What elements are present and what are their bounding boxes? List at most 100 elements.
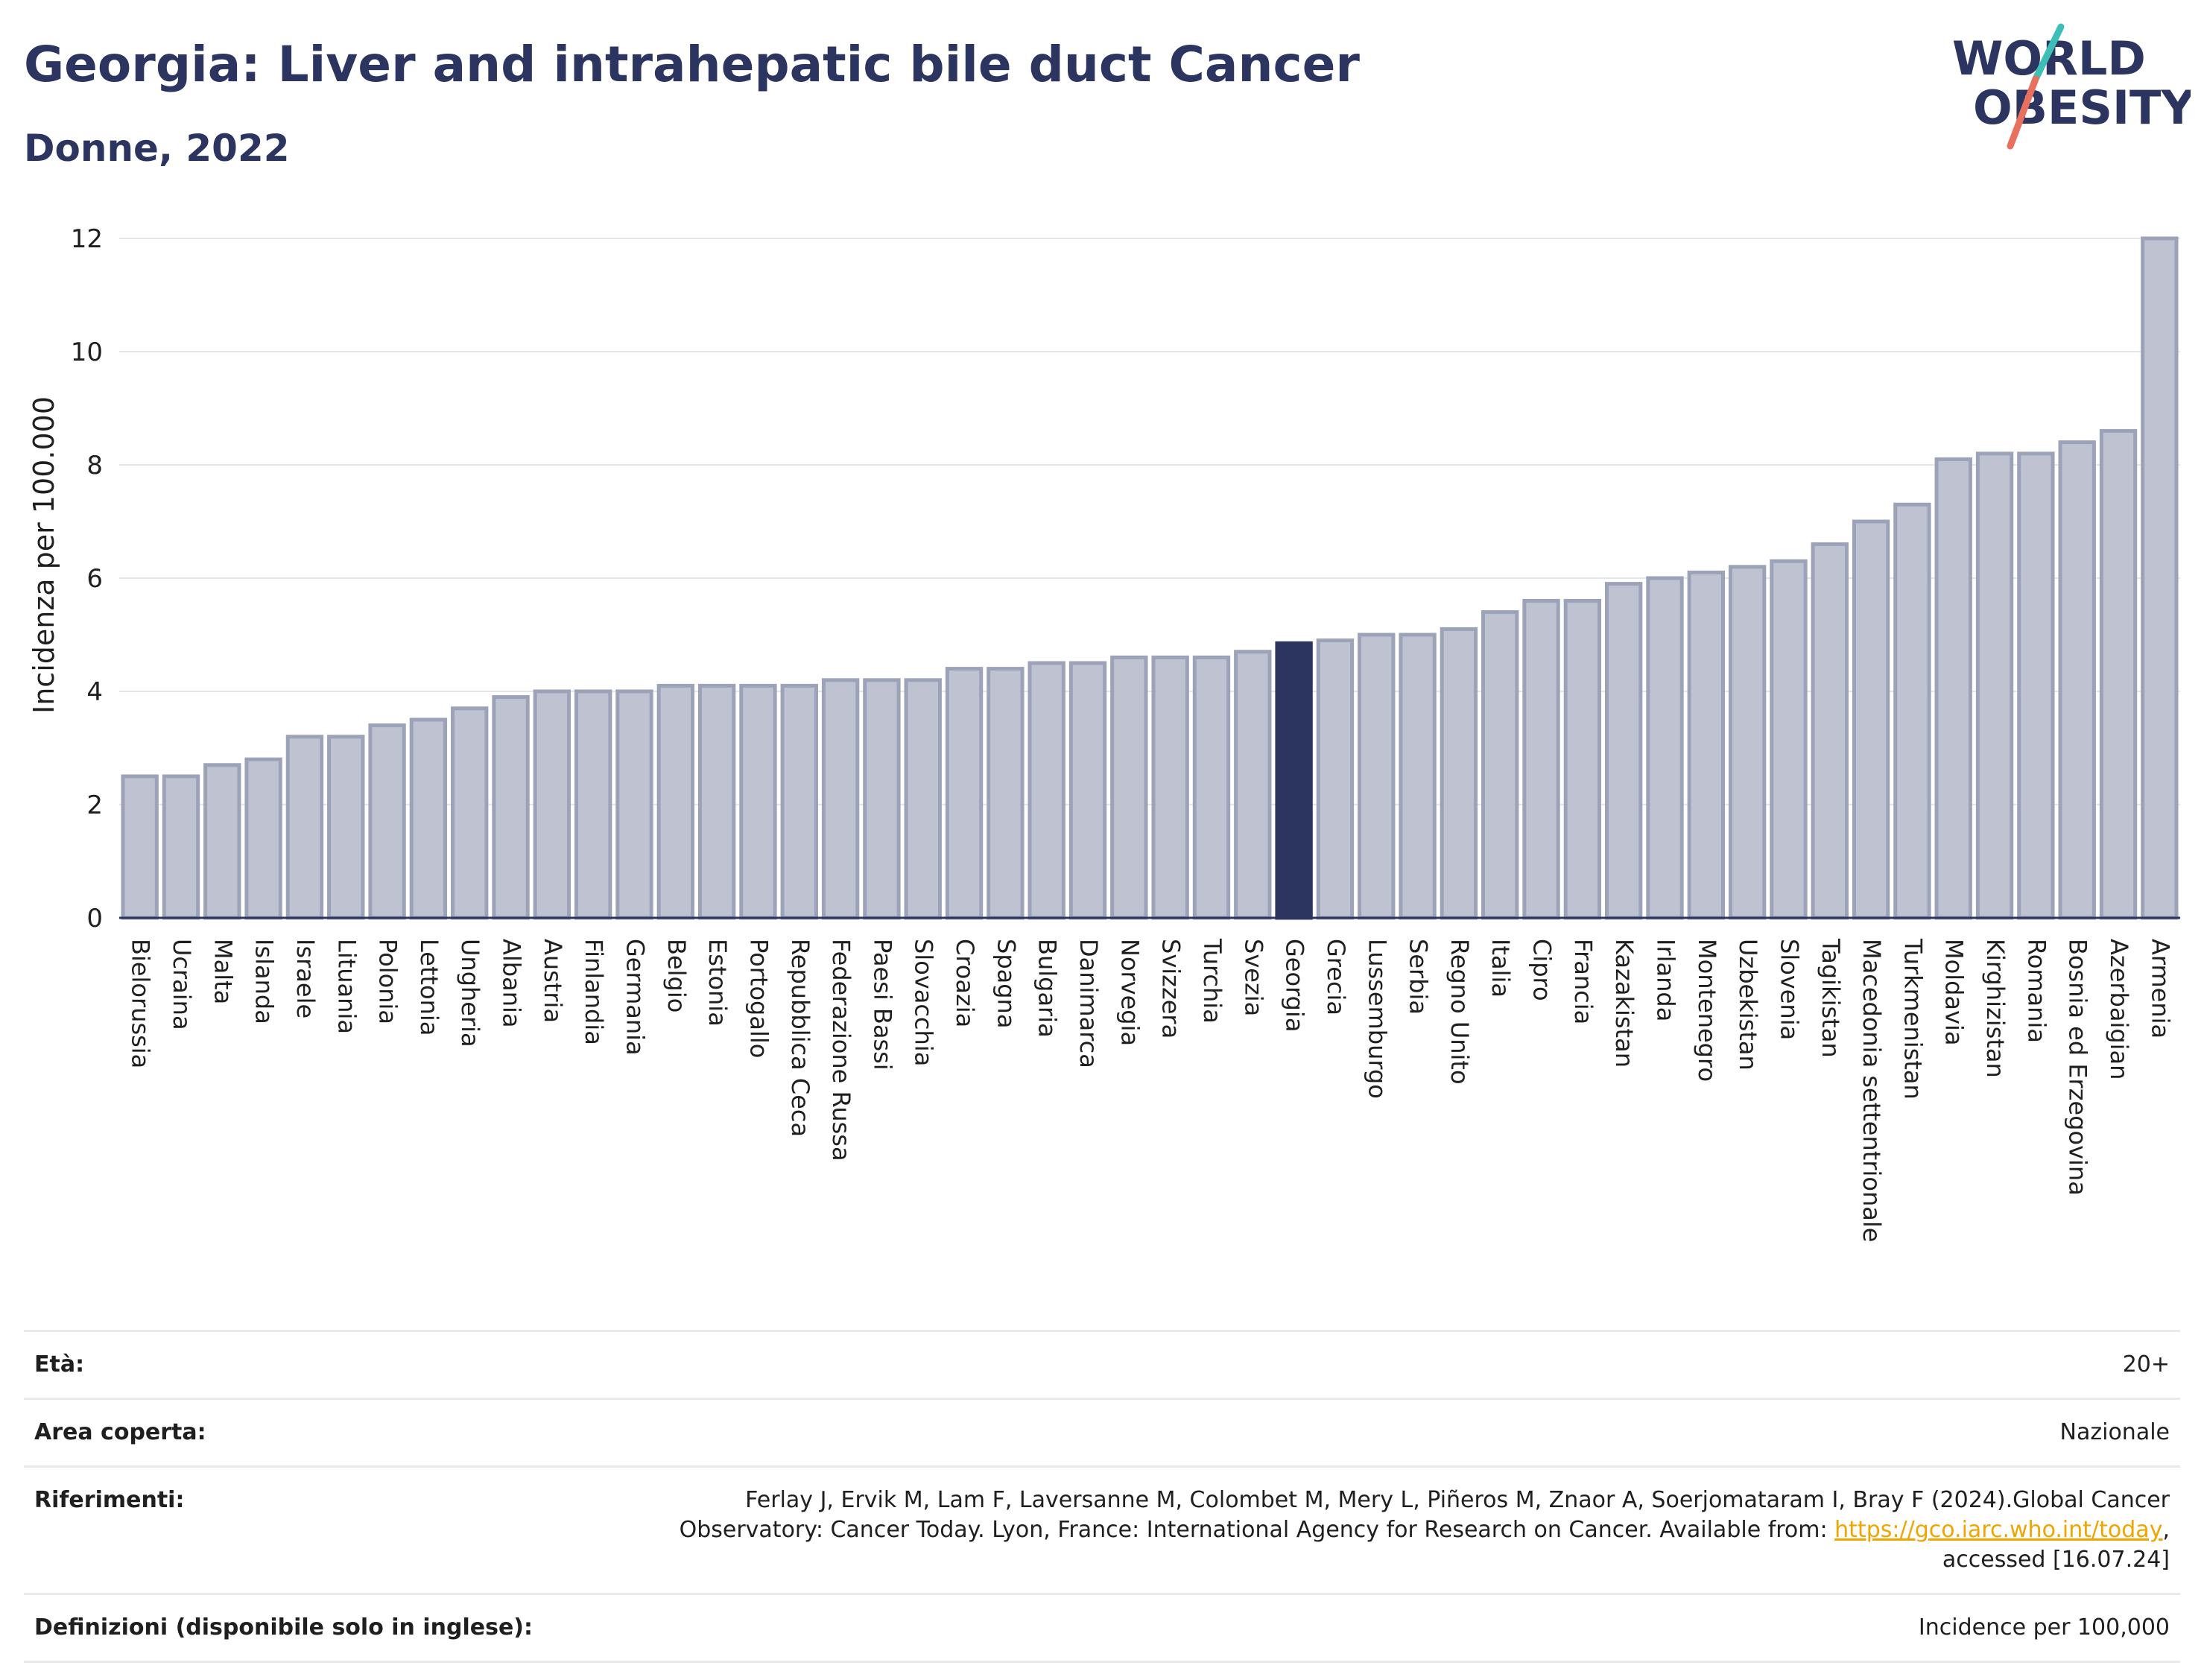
x-tick-label: Uzbekistan	[1734, 939, 1762, 1071]
x-tick-label: Svizzera	[1157, 939, 1185, 1039]
bar-svizzera	[1151, 655, 1189, 920]
bar-chart: 0 2 4 6 8 10 12 Bielorussia Ucraina Malta Islanda…	[28, 224, 2180, 1242]
meta-row-references: Riferimenti: Ferlay J, Ervik M, Lam F, L…	[24, 1465, 2180, 1593]
x-tick-label: Finlandia	[580, 939, 608, 1045]
x-tick-label: Belgio	[662, 939, 691, 1012]
logo-slash-teal	[2032, 23, 2065, 83]
metadata-table: Età: 20+ Area coperta: Nazionale Riferim…	[24, 1330, 2180, 1663]
bar-moldavia	[1934, 457, 1972, 920]
x-tick-label: Norvegia	[1115, 939, 1144, 1046]
x-tick-label: Romania	[2022, 939, 2051, 1043]
x-tick-label: Svezia	[1239, 939, 1267, 1016]
bar-paesi-bassi	[863, 678, 901, 920]
bar-polonia	[368, 723, 406, 920]
bar-bielorussia	[121, 774, 159, 920]
bar-romania	[2017, 451, 2055, 920]
bar-tagikistan	[1811, 542, 1849, 920]
x-tick-label: Armenia	[2146, 939, 2174, 1039]
x-tick-label: Montenegro	[1693, 939, 1721, 1082]
x-tick-label: Francia	[1569, 939, 1597, 1024]
x-tick-label: Cipro	[1528, 939, 1557, 1001]
bar-federazione-russa	[821, 678, 860, 920]
x-tick-label: Lituania	[332, 939, 361, 1034]
x-tick-label: Albania	[498, 939, 526, 1027]
bar-lituania	[327, 735, 365, 920]
y-tick-label: 12	[71, 224, 103, 254]
bar-bosnia-ed-erzegovina	[2058, 440, 2096, 920]
meta-row-area: Area coperta: Nazionale	[24, 1398, 2180, 1465]
bar-finlandia	[574, 689, 612, 920]
world-obesity-logo: WORLD OBESITY	[1952, 23, 2191, 150]
bar-azerbaigian	[2099, 428, 2138, 920]
y-tick-label: 0	[86, 904, 103, 933]
x-tick-label: Azerbaigian	[2105, 939, 2133, 1080]
bar-islanda	[244, 757, 282, 920]
references-link[interactable]: https://gco.iarc.who.int/today	[1834, 1517, 2163, 1543]
x-tick-label: Bosnia ed Erzegovina	[2064, 939, 2092, 1196]
bar-israele	[285, 735, 324, 920]
x-tick-label: Kazakistan	[1610, 939, 1638, 1068]
bar-danimarca	[1068, 661, 1107, 920]
references-text: Ferlay J, Ervik M, Lam F, Laversanne M, …	[679, 1487, 2170, 1543]
y-tick-label: 4	[86, 677, 103, 707]
x-tick-label: Slovenia	[1775, 939, 1803, 1040]
meta-row-age: Età: 20+	[24, 1330, 2180, 1398]
x-tick-labels: Bielorussia Ucraina Malta Islanda Israele Lit…	[127, 938, 2175, 1242]
meta-row-definitions: Definizioni (disponibile solo in inglese…	[24, 1593, 2180, 1663]
bar-bulgaria	[1027, 661, 1065, 920]
bar-turchia	[1192, 655, 1231, 920]
bar-armenia	[2141, 236, 2179, 920]
chart-title: Georgia: Liver and intrahepatic bile duc…	[24, 36, 1360, 93]
x-tick-label: Regno Unito	[1445, 939, 1474, 1085]
x-tick-label: Italia	[1486, 939, 1515, 998]
y-tick-label: 8	[86, 451, 103, 481]
bar-macedonia-settentrionale	[1852, 519, 1890, 920]
bar-grecia	[1316, 638, 1355, 920]
bar-italia	[1481, 610, 1519, 920]
bar-slovacchia	[904, 678, 942, 920]
bar-serbia	[1399, 633, 1437, 920]
bar-uzbekistan	[1728, 565, 1767, 920]
bar-ucraina	[162, 774, 200, 920]
y-axis-label: Incidenza per 100.000	[28, 396, 60, 714]
bar-ungheria	[451, 706, 489, 920]
definitions-value: Incidence per 100,000	[1918, 1614, 2170, 1641]
bar-montenegro	[1687, 570, 1726, 920]
y-tick-label: 10	[71, 337, 103, 367]
x-tick-label: Bielorussia	[127, 939, 155, 1068]
bar-svezia	[1234, 650, 1272, 920]
x-tick-label: Estonia	[703, 939, 732, 1027]
x-tick-label: Polonia	[374, 939, 402, 1024]
bar-kirghizistan	[1975, 451, 2014, 920]
logo-slash-coral	[2007, 75, 2039, 150]
x-tick-label: Tagikistan	[1817, 938, 1845, 1058]
x-tick-label: Spagna	[992, 939, 1020, 1028]
x-tick-label: Moldavia	[1940, 939, 1969, 1045]
x-tick-label: Germania	[621, 939, 650, 1056]
x-tick-label: Bulgaria	[1033, 939, 1062, 1038]
bar-kazakistan	[1604, 582, 1643, 920]
x-tick-label: Repubblica Ceca	[786, 939, 814, 1137]
x-tick-label: Danimarca	[1074, 939, 1103, 1068]
x-tick-label: Turchia	[1198, 938, 1226, 1024]
bar-croazia	[945, 667, 984, 920]
references-value: Ferlay J, Ervik M, Lam F, Laversanne M, …	[605, 1486, 2170, 1575]
bar-georgia	[1275, 641, 1313, 920]
y-tick-labels: 0 2 4 6 8 10 12	[71, 224, 103, 933]
bar-lussemburgo	[1358, 633, 1396, 920]
bar-cipro	[1522, 598, 1560, 920]
area-label: Area coperta:	[34, 1419, 206, 1445]
bar-francia	[1563, 598, 1602, 920]
bar-slovenia	[1770, 559, 1808, 920]
y-tick-label: 2	[86, 790, 103, 820]
bar-belgio	[656, 683, 695, 920]
x-tick-label: Grecia	[1322, 939, 1350, 1015]
references-accessed: , accessed [16.07.24]	[1942, 1517, 2170, 1573]
x-tick-label: Irlanda	[1652, 939, 1680, 1021]
age-label: Età:	[34, 1351, 85, 1378]
x-tick-label: Slovacchia	[910, 939, 938, 1066]
references-label: Riferimenti:	[34, 1487, 185, 1513]
x-tick-label: Paesi Bassi	[868, 939, 896, 1071]
bar-germania	[615, 689, 653, 920]
x-tick-label: Ungheria	[456, 939, 484, 1047]
